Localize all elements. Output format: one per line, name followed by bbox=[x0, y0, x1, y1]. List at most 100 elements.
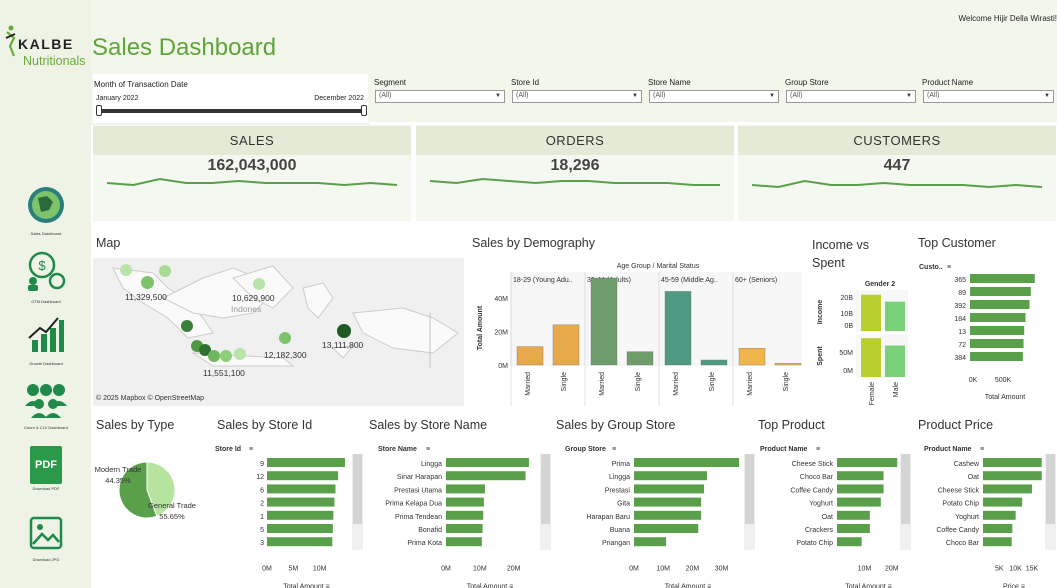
sort-icon: ≡ bbox=[426, 446, 430, 453]
kpi-value: 162,043,000 bbox=[207, 157, 297, 174]
svg-text:$: $ bbox=[38, 258, 46, 273]
pie-slice bbox=[118, 461, 158, 519]
map-point[interactable] bbox=[253, 278, 265, 290]
tick-label: 500K bbox=[995, 377, 1012, 384]
tick-label: 10M bbox=[656, 565, 670, 572]
scrollbar-thumb bbox=[353, 454, 362, 524]
map-label: 13,111,800 bbox=[322, 340, 364, 350]
kpi-value: 18,296 bbox=[550, 157, 600, 174]
category-label: Prima Kelapa Dua bbox=[385, 501, 442, 508]
bar bbox=[970, 339, 1024, 348]
map-label: 11,551,100 bbox=[203, 368, 245, 378]
category-label: Crackers bbox=[805, 527, 834, 534]
segment-label: Segment bbox=[374, 78, 407, 87]
bar bbox=[634, 497, 702, 507]
map[interactable]: 11,329,500 10,629,900 Indones 12,182,300… bbox=[93, 258, 464, 406]
income-title: Income vs Spent bbox=[812, 238, 869, 270]
column-header: Group Store bbox=[565, 446, 606, 453]
map-point[interactable] bbox=[181, 320, 193, 332]
slider-handle-start[interactable] bbox=[96, 105, 102, 116]
trend-line bbox=[751, 179, 1043, 189]
store-name-label: Store Name bbox=[648, 78, 691, 87]
tick-label: 0M bbox=[441, 565, 451, 572]
category-label: Prima Kota bbox=[407, 540, 442, 547]
bar bbox=[970, 300, 1030, 309]
map-point[interactable] bbox=[220, 350, 232, 362]
group-store-title: Sales by Group Store bbox=[556, 418, 676, 432]
map-title: Map bbox=[96, 236, 121, 250]
top-product-title: Top Product bbox=[758, 418, 825, 432]
category-label: Choco Bar bbox=[800, 474, 834, 481]
product-name-select[interactable]: (All) ▼ bbox=[923, 90, 1054, 103]
store-name-select[interactable]: (All) ▼ bbox=[649, 90, 779, 103]
column-header: Product Name bbox=[760, 446, 808, 453]
bar bbox=[446, 484, 485, 494]
category-label: Cashew bbox=[954, 461, 980, 468]
segment-select[interactable]: (All) ▼ bbox=[375, 90, 505, 103]
slider-handle-end[interactable] bbox=[361, 105, 367, 116]
globe-icon bbox=[28, 187, 64, 223]
money-people-icon: $ bbox=[28, 251, 66, 291]
bar bbox=[267, 497, 335, 507]
bar bbox=[837, 510, 870, 520]
bar bbox=[634, 458, 740, 467]
store-id-select[interactable]: (All) ▼ bbox=[512, 90, 642, 103]
axis-title: Spent bbox=[817, 346, 824, 366]
slice-value: 44.35% bbox=[105, 476, 131, 485]
nav-download-jpg[interactable]: Download JPG bbox=[20, 516, 72, 562]
nav-growth-dashboard[interactable]: Growth Dashboard bbox=[20, 314, 72, 366]
nav-download-pdf[interactable]: PDF Download PDF bbox=[20, 446, 72, 491]
bar bbox=[983, 510, 1016, 520]
trend-line bbox=[429, 177, 720, 186]
column-header: Product Name bbox=[924, 446, 972, 453]
map-point[interactable] bbox=[120, 264, 132, 276]
axis-title: Total Amount ≡ bbox=[467, 583, 514, 588]
category-label: Prestasi Utama bbox=[394, 487, 442, 494]
map-point[interactable] bbox=[208, 350, 220, 362]
map-point[interactable] bbox=[337, 324, 351, 338]
scrollbar-thumb bbox=[901, 454, 910, 524]
category-label: Oat bbox=[822, 514, 833, 521]
tick-label: 10M bbox=[858, 565, 872, 572]
bar bbox=[983, 537, 1012, 547]
tick-label: 20M bbox=[885, 565, 899, 572]
category-label: 89 bbox=[958, 290, 966, 297]
month-filter: Month of Transaction Date January 2022 D… bbox=[91, 72, 370, 125]
header-band: Welcome Hijir Della Wirasti! bbox=[91, 0, 1057, 72]
map-label: 12,182,300 bbox=[264, 350, 307, 360]
map-point[interactable] bbox=[234, 348, 246, 360]
category-label: Lingga bbox=[609, 474, 630, 481]
bar bbox=[738, 348, 766, 366]
kpi-sparkline bbox=[429, 177, 720, 186]
nav-gtm-dashboard[interactable]: $ GTM Dashboard bbox=[20, 250, 72, 304]
category-label: Single bbox=[709, 372, 716, 392]
map-point[interactable] bbox=[279, 332, 291, 344]
sort-icon: ≡ bbox=[612, 446, 616, 453]
kalbe-figure-icon bbox=[5, 25, 16, 57]
tick-label: 20M bbox=[494, 330, 508, 337]
bar bbox=[885, 301, 905, 331]
tick-label: 5M bbox=[288, 565, 298, 572]
month-filter-body: Month of Transaction Date January 2022 D… bbox=[93, 74, 368, 123]
map-point[interactable] bbox=[159, 265, 171, 277]
category-label: 1 bbox=[260, 514, 264, 521]
map-point[interactable] bbox=[141, 276, 154, 289]
bar bbox=[970, 274, 1035, 283]
tick-label: 10M bbox=[473, 565, 487, 572]
category-label: Harapan Baru bbox=[586, 514, 630, 521]
kpi-label: CUSTOMERS bbox=[738, 126, 1056, 155]
tick-label: 50M bbox=[839, 350, 853, 357]
store-id-chart: Store Id ≡ 9 12 6 2 1 5 3 0M 5M 10M Total Amount ≡ bbox=[215, 446, 363, 588]
month-slider[interactable] bbox=[97, 109, 365, 113]
category-label: Married bbox=[525, 372, 532, 396]
category-label: Married bbox=[673, 372, 680, 396]
product-name-label: Product Name bbox=[922, 78, 974, 87]
nav-sales-dashboard[interactable]: Sales Dashboard bbox=[20, 186, 72, 236]
group-store-select[interactable]: (All) ▼ bbox=[786, 90, 916, 103]
sort-icon: ≡ bbox=[816, 446, 820, 453]
chevron-down-icon: ▼ bbox=[906, 93, 912, 99]
category-label: Potato Chip bbox=[796, 540, 833, 547]
page-title: Sales Dashboard bbox=[92, 34, 277, 61]
nav-churn-clv-dashboard[interactable]: Churn & CLV Dashboard bbox=[20, 382, 72, 430]
group-store-value: (All) bbox=[790, 92, 803, 99]
